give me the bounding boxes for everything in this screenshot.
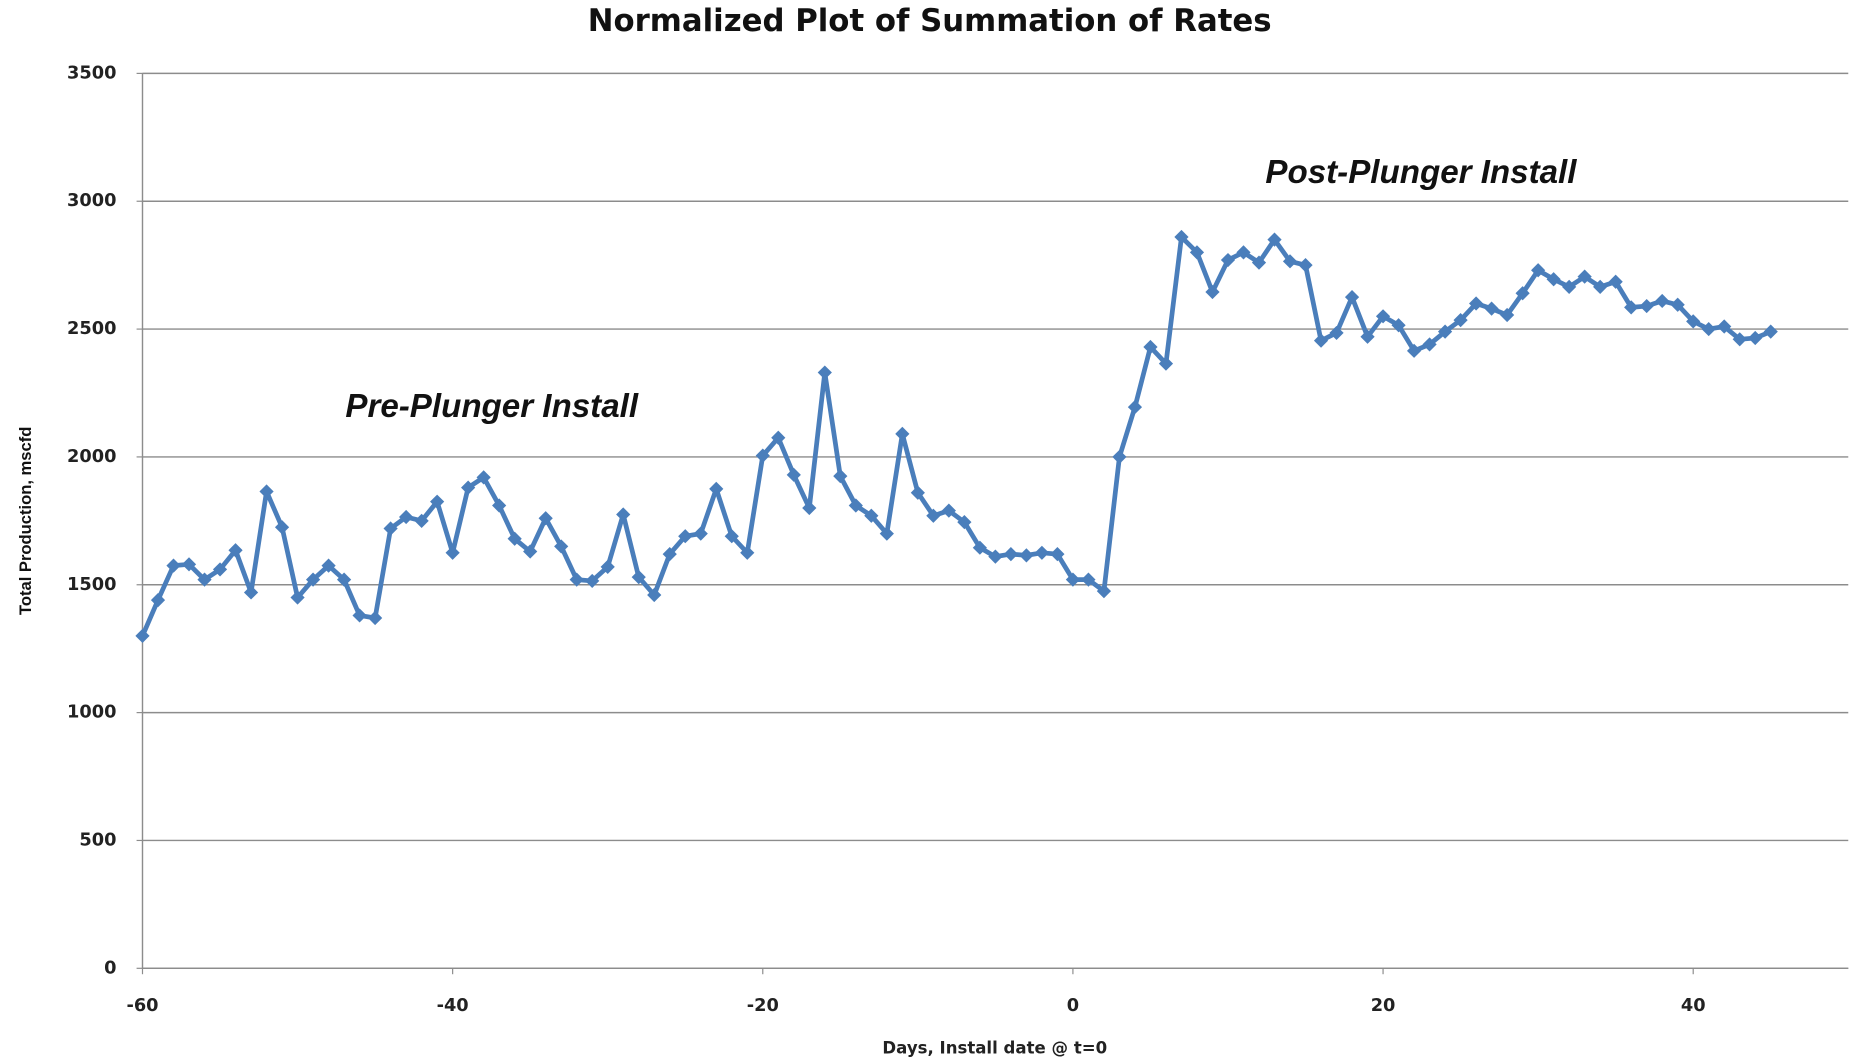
data-point [445,545,460,560]
data-point [693,526,708,541]
data-point [833,468,848,484]
data-point [1127,399,1143,415]
data-point [786,467,801,482]
data-point [476,470,491,485]
data-point [197,572,212,587]
data-point [957,515,972,530]
data-point [1422,337,1437,352]
data-point [1360,329,1375,344]
data-point [1174,229,1189,245]
y-tick-label: 2000 [67,447,116,467]
y-tick-label: 3500 [67,63,116,83]
data-point [1732,332,1747,347]
y-tick-label: 2500 [67,319,116,339]
y-axis-label: Total Production, mscfd [16,427,35,615]
data-point [1624,300,1639,315]
data-point [1282,254,1298,269]
data-point [600,559,615,574]
data-point [1468,296,1484,311]
y-tick-label: 3000 [67,191,116,211]
data-point [1670,297,1685,312]
data-point [1003,546,1018,562]
data-point [802,500,817,516]
y-tick-label: 1000 [67,703,116,723]
x-tick-label: 20 [1371,996,1396,1016]
data-point [1763,324,1778,339]
data-point [1096,584,1112,599]
data-point [274,520,290,535]
data-point [259,484,274,499]
data-point [135,628,150,644]
data-point [1313,333,1329,348]
data-point [1515,286,1530,301]
annotation: Post-Plunger Install [1265,154,1577,191]
data-point [1531,263,1546,278]
data-point [1484,301,1499,316]
data-point [1298,258,1313,273]
data-point [1205,284,1220,300]
data-point [1344,290,1360,305]
x-tick-label: -60 [126,996,158,1016]
data-point [1019,548,1034,563]
y-tick-label: 0 [104,958,116,978]
x-tick-label: -20 [747,996,779,1016]
data-point [367,610,383,626]
data-point [352,608,367,623]
data-point [631,569,646,585]
x-axis-label: Days, Install date @ t=0 [882,1038,1107,1057]
data-point [461,480,476,495]
x-tick-label: -40 [437,996,469,1016]
data-point [709,481,724,496]
data-point [305,572,321,587]
data-point [1267,232,1282,247]
data-point [817,365,832,380]
x-tick-label: 40 [1681,996,1706,1016]
data-point [166,558,181,573]
data-point [1375,309,1391,324]
data-point [1500,307,1515,323]
data-point [1391,318,1406,333]
data-point [336,572,352,587]
annotation: Pre-Plunger Install [345,388,638,425]
data-point [1034,545,1050,560]
data-point [1158,356,1174,371]
data-point [1143,339,1158,355]
data-point [1236,245,1251,260]
data-point [910,485,925,500]
data-point [243,585,259,600]
data-point [1112,449,1127,465]
data-point [1639,298,1654,314]
data-point [1189,245,1205,260]
data-point [1220,252,1236,268]
data-point [616,507,631,522]
y-tick-label: 1500 [67,575,116,595]
data-point [771,430,786,445]
data-point [1748,330,1763,346]
data-point [212,562,228,577]
data-point [1406,343,1422,358]
chart-title: Normalized Plot of Summation of Rates [588,3,1272,39]
y-tick-label: 500 [79,830,116,850]
data-point [1655,293,1670,309]
data-line [140,234,1772,637]
data-point [150,593,166,608]
data-point [1686,314,1701,329]
data-point [1453,313,1468,328]
data-point [1081,572,1096,587]
data-point [1251,255,1267,270]
x-tick-label: 0 [1067,996,1079,1016]
data-point [895,426,910,442]
